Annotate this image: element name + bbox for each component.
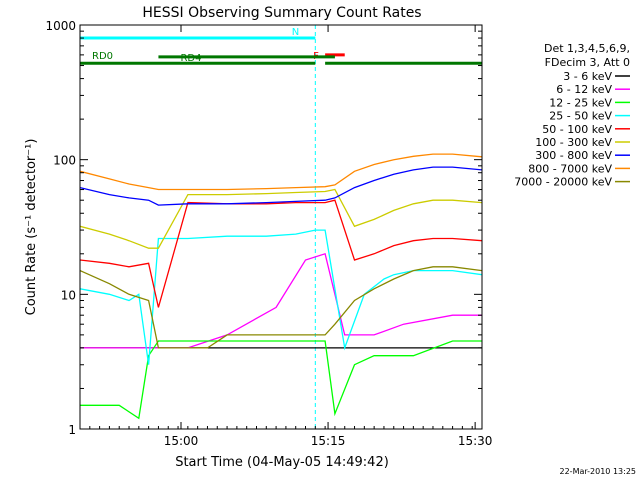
annotation-label-rd4: RD4 <box>180 53 201 64</box>
annotation-label-n: N <box>292 27 299 38</box>
series-line-3 <box>80 340 482 420</box>
legend-entry-2: 6 - 12 keV <box>556 83 612 96</box>
legend-entry-1: 3 - 6 keV <box>563 70 612 83</box>
x-tick-label: 15:15 <box>311 434 346 448</box>
legend-entry-3: 12 - 25 keV <box>549 96 612 109</box>
series-line-7 <box>80 166 482 206</box>
plot-frame <box>79 24 483 430</box>
legend-entry-5: 50 - 100 keV <box>542 123 612 136</box>
legend: Det 1,3,4,5,6,9, FDecim 3, Att 0 3 - 6 k… <box>514 42 630 189</box>
y-axis-ticks: 1 10 100 1000 <box>45 19 482 437</box>
legend-entry-6: 100 - 300 keV <box>535 136 612 149</box>
x-tick-label: 15:00 <box>164 434 199 448</box>
series-line-1 <box>80 347 482 349</box>
annotation-label-rd0: RD0 <box>92 51 113 62</box>
series-line-9 <box>80 266 482 349</box>
x-axis-ticks: 15:00 15:15 15:30 <box>79 25 493 448</box>
y-tick-label: 1 <box>68 423 76 437</box>
legend-entry-4: 25 - 50 keV <box>549 110 612 123</box>
annotation-bars: NFRD0RD4 <box>80 25 482 429</box>
x-tick-label: 15:30 <box>458 434 493 448</box>
legend-header-line2: FDecim 3, Att 0 <box>545 56 630 69</box>
y-tick-label: 10 <box>61 288 76 302</box>
legend-header-line1: Det 1,3,4,5,6,9, <box>544 42 630 55</box>
y-tick-label: 100 <box>53 154 76 168</box>
y-axis-label: Count Rate (s⁻¹ detector⁻¹) <box>24 139 39 316</box>
series-line-2 <box>80 252 482 349</box>
footer-timestamp: 22-Mar-2010 13:25 <box>560 467 637 476</box>
series-line-4 <box>80 229 482 365</box>
y-tick-label: 1000 <box>45 19 76 33</box>
series-lines <box>80 153 482 420</box>
x-axis-label: Start Time (04-May-05 14:49:42) <box>175 455 389 470</box>
series-line-8 <box>80 153 482 191</box>
series-line-6 <box>80 188 482 249</box>
chart-title: HESSI Observing Summary Count Rates <box>142 5 421 21</box>
series-line-5 <box>80 199 482 308</box>
legend-entry-9: 7000 - 20000 keV <box>514 176 612 189</box>
legend-entry-8: 800 - 7000 keV <box>528 162 612 175</box>
legend-entry-7: 300 - 800 keV <box>535 149 612 162</box>
